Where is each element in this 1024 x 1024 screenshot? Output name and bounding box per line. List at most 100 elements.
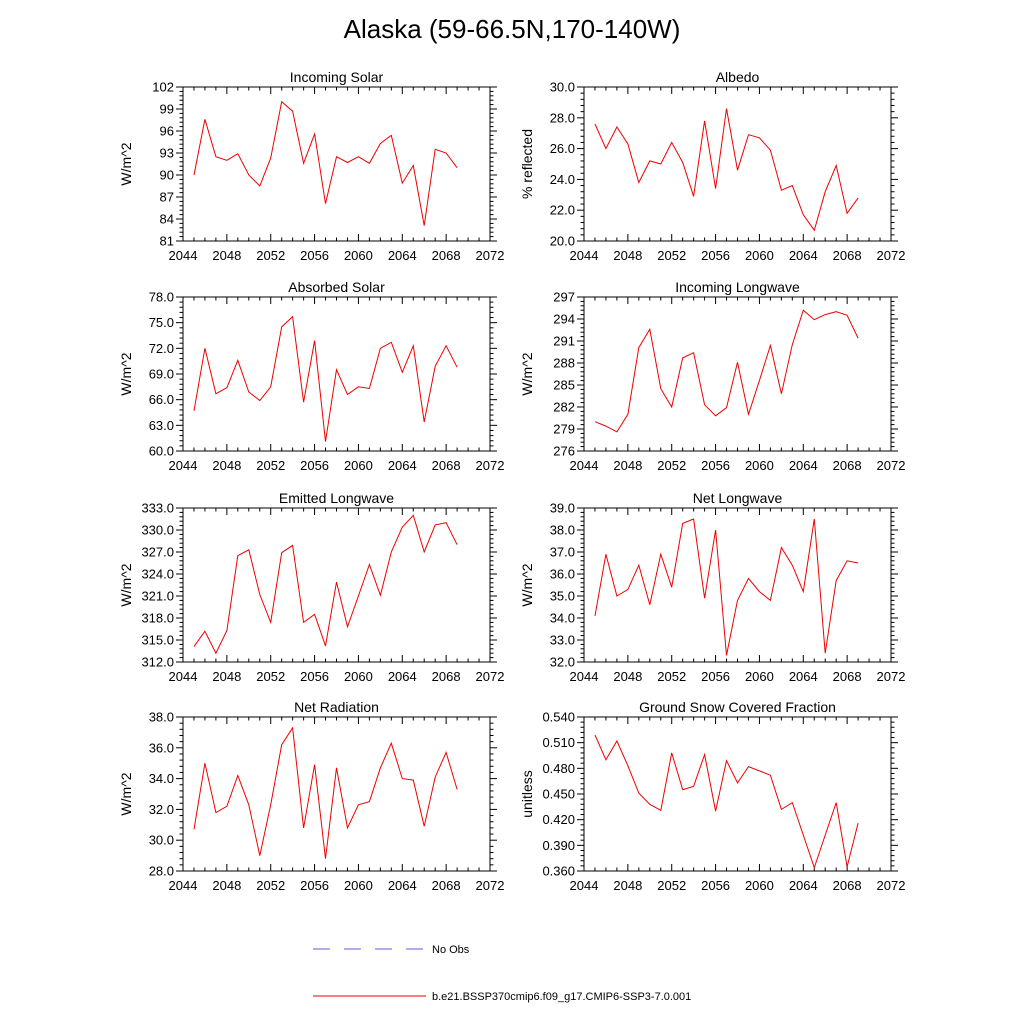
series-line bbox=[594, 309, 859, 433]
x-tick-label: 2064 bbox=[388, 248, 417, 263]
y-tick-label: 63.0 bbox=[149, 418, 174, 433]
x-tick-label: 2052 bbox=[256, 248, 285, 263]
y-tick-label: 318.0 bbox=[141, 611, 174, 626]
panel-title: Absorbed Solar bbox=[288, 279, 385, 295]
x-tick-label: 2068 bbox=[432, 248, 461, 263]
plot-frame bbox=[583, 86, 892, 242]
figure-title: Alaska (59-66.5N,170-140W) bbox=[343, 14, 681, 44]
y-tick-label: 75.0 bbox=[149, 315, 174, 330]
y-tick-label: 81 bbox=[160, 234, 174, 249]
x-tick-label: 2052 bbox=[657, 458, 686, 473]
x-tick-label: 2044 bbox=[570, 878, 599, 893]
panel-title: Incoming Solar bbox=[290, 69, 384, 85]
x-tick-label: 2064 bbox=[789, 458, 818, 473]
panel-6: Net Longwave W/m^2 2044 2048 2052 2056 2060 206… bbox=[519, 490, 905, 684]
x-tick-label: 2048 bbox=[212, 878, 241, 893]
y-tick-label: 102 bbox=[152, 80, 174, 95]
y-tick-label: 28.0 bbox=[550, 110, 575, 125]
x-tick-label: 2052 bbox=[657, 248, 686, 263]
x-tick-label: 2060 bbox=[745, 669, 774, 684]
y-axis-label: W/m^2 bbox=[118, 142, 134, 185]
x-tick-label: 2056 bbox=[701, 878, 730, 893]
x-tick-label: 2056 bbox=[300, 458, 329, 473]
y-tick-label: 291 bbox=[553, 334, 575, 349]
y-tick-label: 32.0 bbox=[149, 802, 174, 817]
y-tick-label: 36.0 bbox=[550, 567, 575, 582]
x-tick-label: 2060 bbox=[745, 248, 774, 263]
y-tick-label: 288 bbox=[553, 356, 575, 371]
x-tick-label: 2044 bbox=[169, 669, 198, 684]
y-tick-label: 38.0 bbox=[550, 523, 575, 538]
plot-frame bbox=[182, 296, 491, 452]
x-tick-label: 2052 bbox=[256, 458, 285, 473]
panel-title: Net Longwave bbox=[693, 490, 783, 506]
y-tick-label: 33.0 bbox=[550, 633, 575, 648]
x-tick-label: 2064 bbox=[388, 458, 417, 473]
x-tick-label: 2068 bbox=[833, 878, 862, 893]
y-tick-label: 276 bbox=[553, 444, 575, 459]
series-line bbox=[193, 726, 458, 859]
y-tick-label: 0.510 bbox=[542, 735, 575, 750]
x-tick-label: 2060 bbox=[344, 248, 373, 263]
panel-title: Incoming Longwave bbox=[675, 279, 800, 295]
x-tick-label: 2044 bbox=[570, 669, 599, 684]
x-tick-label: 2048 bbox=[212, 248, 241, 263]
y-tick-label: 84 bbox=[160, 212, 174, 227]
legend-label-model: b.e21.BSSP370cmip6.f09_g17.CMIP6-SSP3-7.… bbox=[432, 991, 691, 1003]
x-tick-label: 2048 bbox=[613, 458, 642, 473]
y-tick-label: 69.0 bbox=[149, 367, 174, 382]
series-line bbox=[594, 734, 859, 870]
x-tick-label: 2068 bbox=[833, 458, 862, 473]
y-tick-label: 39.0 bbox=[550, 501, 575, 516]
panel-7: Net Radiation W/m^2 2044 2048 2052 2056 2060 20… bbox=[118, 699, 504, 893]
y-tick-label: 321.0 bbox=[141, 589, 174, 604]
y-tick-label: 0.450 bbox=[542, 787, 575, 802]
y-tick-label: 35.0 bbox=[550, 589, 575, 604]
y-tick-label: 90 bbox=[160, 168, 174, 183]
legend: No Obs b.e21.BSSP370cmip6.f09_g17.CMIP6-… bbox=[313, 944, 691, 1003]
series-line bbox=[193, 514, 458, 655]
panel-3: Absorbed Solar W/m^2 2044 2048 2052 2056 2060 2… bbox=[118, 279, 504, 473]
series-line bbox=[193, 100, 458, 226]
y-tick-label: 279 bbox=[553, 422, 575, 437]
x-tick-label: 2072 bbox=[877, 669, 906, 684]
x-tick-label: 2048 bbox=[613, 878, 642, 893]
x-tick-label: 2064 bbox=[789, 878, 818, 893]
panel-title: Albedo bbox=[716, 69, 760, 85]
plot-frame bbox=[583, 296, 892, 452]
x-tick-label: 2052 bbox=[256, 669, 285, 684]
y-tick-label: 30.0 bbox=[149, 833, 174, 848]
y-tick-label: 34.0 bbox=[149, 771, 174, 786]
panel-1: Incoming Solar W/m^2 2044 2048 2052 2056 2060 2… bbox=[118, 69, 504, 263]
y-tick-label: 20.0 bbox=[550, 234, 575, 249]
x-tick-label: 2072 bbox=[476, 458, 505, 473]
x-tick-label: 2072 bbox=[476, 669, 505, 684]
y-tick-label: 38.0 bbox=[149, 710, 174, 725]
y-tick-label: 294 bbox=[553, 312, 575, 327]
y-tick-label: 26.0 bbox=[550, 141, 575, 156]
x-tick-label: 2072 bbox=[877, 878, 906, 893]
y-tick-label: 0.540 bbox=[542, 710, 575, 725]
y-tick-label: 37.0 bbox=[550, 545, 575, 560]
plot-frame bbox=[182, 86, 491, 242]
y-tick-label: 285 bbox=[553, 378, 575, 393]
x-tick-label: 2056 bbox=[701, 669, 730, 684]
y-tick-label: 99 bbox=[160, 102, 174, 117]
x-tick-label: 2056 bbox=[300, 669, 329, 684]
panel-2: Albedo % reflected 2044 2048 2052 2056 2060 206… bbox=[519, 69, 905, 263]
x-tick-label: 2052 bbox=[657, 669, 686, 684]
y-tick-label: 32.0 bbox=[550, 655, 575, 670]
x-tick-label: 2064 bbox=[789, 248, 818, 263]
x-tick-label: 2064 bbox=[388, 669, 417, 684]
y-tick-label: 282 bbox=[553, 400, 575, 415]
x-tick-label: 2044 bbox=[169, 458, 198, 473]
y-tick-label: 24.0 bbox=[550, 172, 575, 187]
x-tick-label: 2056 bbox=[300, 878, 329, 893]
x-tick-label: 2052 bbox=[657, 878, 686, 893]
x-tick-label: 2060 bbox=[745, 878, 774, 893]
y-tick-label: 30.0 bbox=[550, 80, 575, 95]
x-tick-label: 2044 bbox=[570, 458, 599, 473]
x-tick-label: 2072 bbox=[877, 458, 906, 473]
y-tick-label: 28.0 bbox=[149, 864, 174, 879]
x-tick-label: 2056 bbox=[701, 458, 730, 473]
